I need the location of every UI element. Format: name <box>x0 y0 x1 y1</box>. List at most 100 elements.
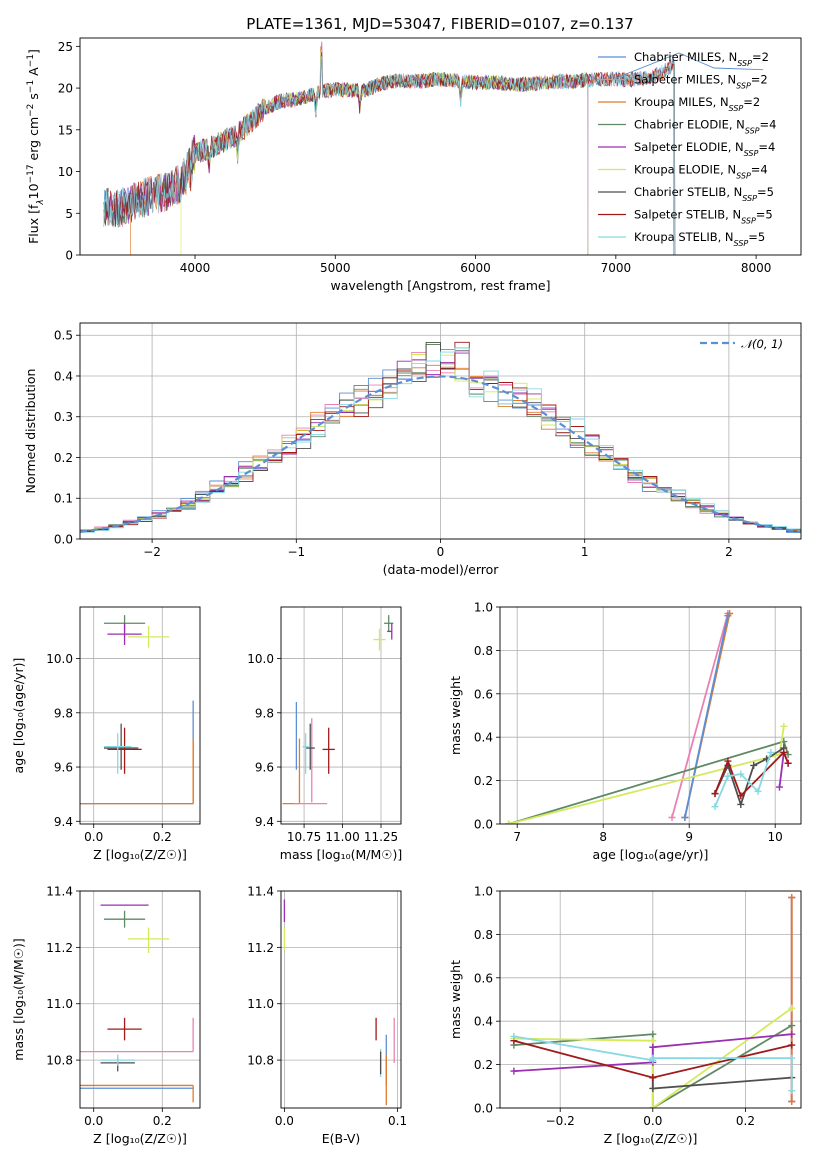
errorbar-point-8 <box>302 733 309 774</box>
y-tick-label-2: 10 <box>58 165 73 179</box>
x-tick-label-4: 2 <box>725 545 733 559</box>
weight-marker-3-3 <box>788 1022 796 1030</box>
massweight-vs-Z-panel: −0.2 0.0 0.2 0.0 0.2 0.4 0.6 0.8 1.0 Z [log₁₀(Z/Z… <box>448 885 802 1146</box>
y-tick-label-3: 11.4 <box>247 885 274 899</box>
spectrum-lines <box>103 41 764 255</box>
y-tick-label-5: 1.0 <box>474 601 493 615</box>
y-tick-label-2: 9.8 <box>255 706 274 720</box>
x-tick-label-4: 8000 <box>741 261 772 275</box>
x-axis-label: Z [log₁₀(Z/Z☉)] <box>93 1131 187 1146</box>
mass-vs-Z-points <box>80 904 194 1103</box>
errorbar-point-7 <box>104 733 132 774</box>
y-tick-label-0: 0 <box>65 249 73 263</box>
y-axis-label: mass [log₁₀(M/M☉)] <box>11 938 26 1060</box>
errorbar-point-4 <box>387 623 393 640</box>
weight-marker-3-1 <box>649 1030 657 1038</box>
weight-marker-7-0 <box>711 790 719 798</box>
y-axis-label: age [log₁₀(age/yr)] <box>11 658 26 774</box>
y-tick-label-4: 0.4 <box>54 369 73 383</box>
weight-marker-8-4 <box>788 1087 796 1095</box>
legend-label-3: Chabrier ELODIE, NSSP=4 <box>634 118 776 136</box>
mass-vs-ebv-points <box>283 899 395 1106</box>
spectrum-legend: Chabrier MILES, NSSP=2 Salpeter MILES, NS… <box>598 50 776 248</box>
weight-marker-8-3 <box>788 1054 796 1062</box>
x-tick-label-0: 10.75 <box>287 830 321 844</box>
weight-marker-6-3 <box>750 761 758 769</box>
x-tick-label-1: 0.2 <box>153 1114 172 1128</box>
y-tick-label-0: 10.8 <box>46 1054 73 1068</box>
age-vs-Z-frame <box>79 606 201 825</box>
spectrum-series-4 <box>103 50 589 255</box>
weight-marker-8-3 <box>754 787 762 795</box>
y-tick-label-0: 9.4 <box>54 815 73 829</box>
y-axis-label: Normed distribution <box>23 369 38 494</box>
weight-marker-7-2 <box>737 792 745 800</box>
x-tick-label-0: 7 <box>513 830 521 844</box>
figure-title: PLATE=1361, MJD=53047, FIBERID=0107, z=0… <box>246 15 633 33</box>
residuals-legend: 𝒩(0, 1) <box>700 337 783 351</box>
x-axis-label: wavelength [Angstrom, rest frame] <box>330 278 550 293</box>
weight-marker-4-2 <box>649 1104 657 1108</box>
weight-marker-8-0 <box>711 803 719 811</box>
weight-marker-8-2 <box>737 770 745 778</box>
y-tick-label-1: 9.6 <box>255 761 274 775</box>
weight-marker-4-3 <box>788 1004 796 1012</box>
weight-series-2 <box>684 615 729 818</box>
weight-marker-8-4 <box>767 748 775 756</box>
y-tick-label-1: 0.2 <box>474 774 493 788</box>
y-tick-label-1: 0.1 <box>54 492 73 506</box>
weight-marker-4-1 <box>649 1037 657 1045</box>
spectrum-panel: 4000 5000 6000 7000 8000 0 5 10 15 20 25 wavelength… <box>26 37 802 293</box>
weight-marker-7-1 <box>724 757 732 765</box>
weight-marker-8-2 <box>649 1054 657 1062</box>
y-tick-label-1: 11.0 <box>46 997 73 1011</box>
y-tick-label-2: 9.8 <box>54 706 73 720</box>
errorbar-point-1 <box>80 1017 194 1053</box>
age-vs-mass-points <box>282 615 394 805</box>
legend-label-7: Salpeter STELIB, NSSP=5 <box>634 208 773 226</box>
age-vs-Z-panel: 0.0 0.2 9.4 9.6 9.8 10.0 Z [log₁₀(Z/Z☉)] age [l… <box>11 606 201 862</box>
spectrum-tail <box>615 52 764 79</box>
x-tick-label-3: 1 <box>581 545 589 559</box>
legend-label-2: Kroupa MILES, NSSP=2 <box>634 95 760 113</box>
weight-marker-8-0 <box>510 1032 518 1040</box>
weight-marker-4-0 <box>505 820 513 824</box>
massweight-vs-Z-lines <box>510 894 796 1108</box>
x-tick-label-3: 7000 <box>601 261 632 275</box>
errorbar-point-7 <box>322 727 335 774</box>
x-tick-label-0: 0.0 <box>275 1114 294 1128</box>
errorbar-point-3 <box>104 910 146 928</box>
y-tick-label-3: 10.0 <box>46 652 73 666</box>
errorbar-point-0 <box>80 700 194 805</box>
legend-label-4: Salpeter ELODIE, NSSP=4 <box>634 140 775 158</box>
x-axis-label: (data-model)/error <box>383 562 500 577</box>
weight-marker-7-1 <box>649 1074 657 1082</box>
histogram-group <box>80 341 801 535</box>
y-tick-label-4: 0.8 <box>474 928 493 942</box>
x-tick-label-1: −1 <box>287 545 305 559</box>
mass-vs-ebv-frame <box>280 890 402 1109</box>
errorbar-point-6 <box>305 723 315 770</box>
y-tick-label-4: 20 <box>58 82 73 96</box>
weight-series-6 <box>651 1076 792 1090</box>
mass-vs-ebv-panel: 0.0 0.1 10.8 11.0 11.2 11.4 E(B-V) <box>247 885 407 1147</box>
y-tick-label-0: 0.0 <box>54 533 73 547</box>
legend-label-0: Chabrier MILES, NSSP=2 <box>634 50 769 68</box>
y-tick-label-5: 25 <box>58 40 73 54</box>
histogram-series-8 <box>80 347 801 535</box>
errorbar-point-3 <box>107 623 142 645</box>
y-tick-label-5: 0.5 <box>54 329 73 343</box>
x-tick-label-2: 11.25 <box>364 830 398 844</box>
x-tick-label-3: 10 <box>768 830 783 844</box>
spectrum-frame <box>79 37 802 256</box>
legend-label-normal: 𝒩(0, 1) <box>741 337 783 351</box>
x-tick-label-1: 0.0 <box>643 1114 662 1128</box>
weight-series-3 <box>508 740 789 824</box>
errorbar-point-4 <box>128 625 170 648</box>
errorbar-point-1 <box>80 738 194 805</box>
normal-curve <box>80 375 801 533</box>
weight-marker-3-2 <box>784 751 792 759</box>
weight-marker-0-0 <box>668 813 676 821</box>
massweight-vs-age-panel: 7 8 9 10 0.0 0.2 0.4 0.6 0.8 1.0 age [log₁₀(age/yr… <box>448 601 802 862</box>
weight-marker-6-2 <box>737 800 745 808</box>
